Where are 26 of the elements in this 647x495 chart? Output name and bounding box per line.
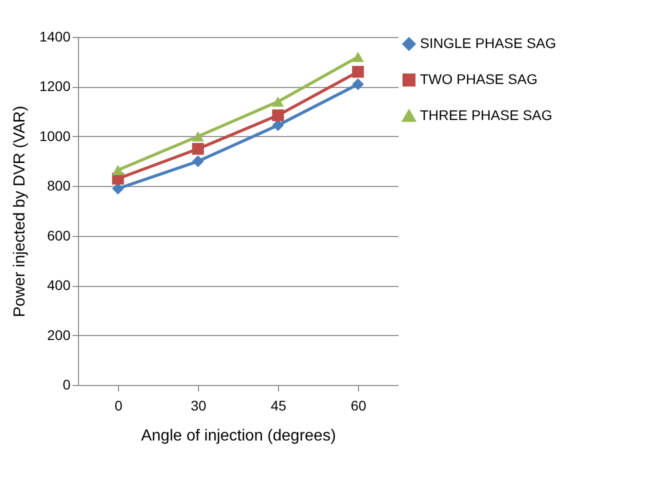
x-tick-label: 60: [350, 398, 366, 414]
point: [352, 78, 364, 90]
y-tick-label: 0: [62, 376, 71, 392]
point: [192, 155, 204, 168]
point: [352, 52, 364, 62]
y-tick-label: 200: [47, 326, 71, 343]
y-tick-label: 400: [47, 277, 71, 294]
x-tick-label: 30: [190, 398, 206, 414]
legend-label: SINGLE PHASE SAG: [420, 35, 556, 51]
point: [272, 96, 284, 107]
y-tick-label: 1400: [39, 28, 71, 44]
x-tick-label: 0: [114, 398, 123, 414]
x-axis-title: Angle of injection (degrees): [141, 428, 336, 444]
y-tick-label: 1200: [39, 78, 71, 94]
legend-label: THREE PHASE SAG: [420, 107, 552, 123]
point: [352, 66, 364, 78]
y-tick-label: 800: [47, 178, 71, 194]
x-tick-label: 45: [270, 398, 286, 414]
y-axis-title: Power injected by DVR (VAR): [11, 106, 28, 318]
point: [272, 109, 284, 122]
y-tick-label: 1000: [39, 128, 71, 144]
legend-label: TWO PHASE SAG: [420, 71, 538, 87]
point: [192, 142, 204, 155]
point: [112, 164, 124, 176]
y-tick-label: 600: [47, 227, 71, 244]
point: [192, 131, 204, 142]
